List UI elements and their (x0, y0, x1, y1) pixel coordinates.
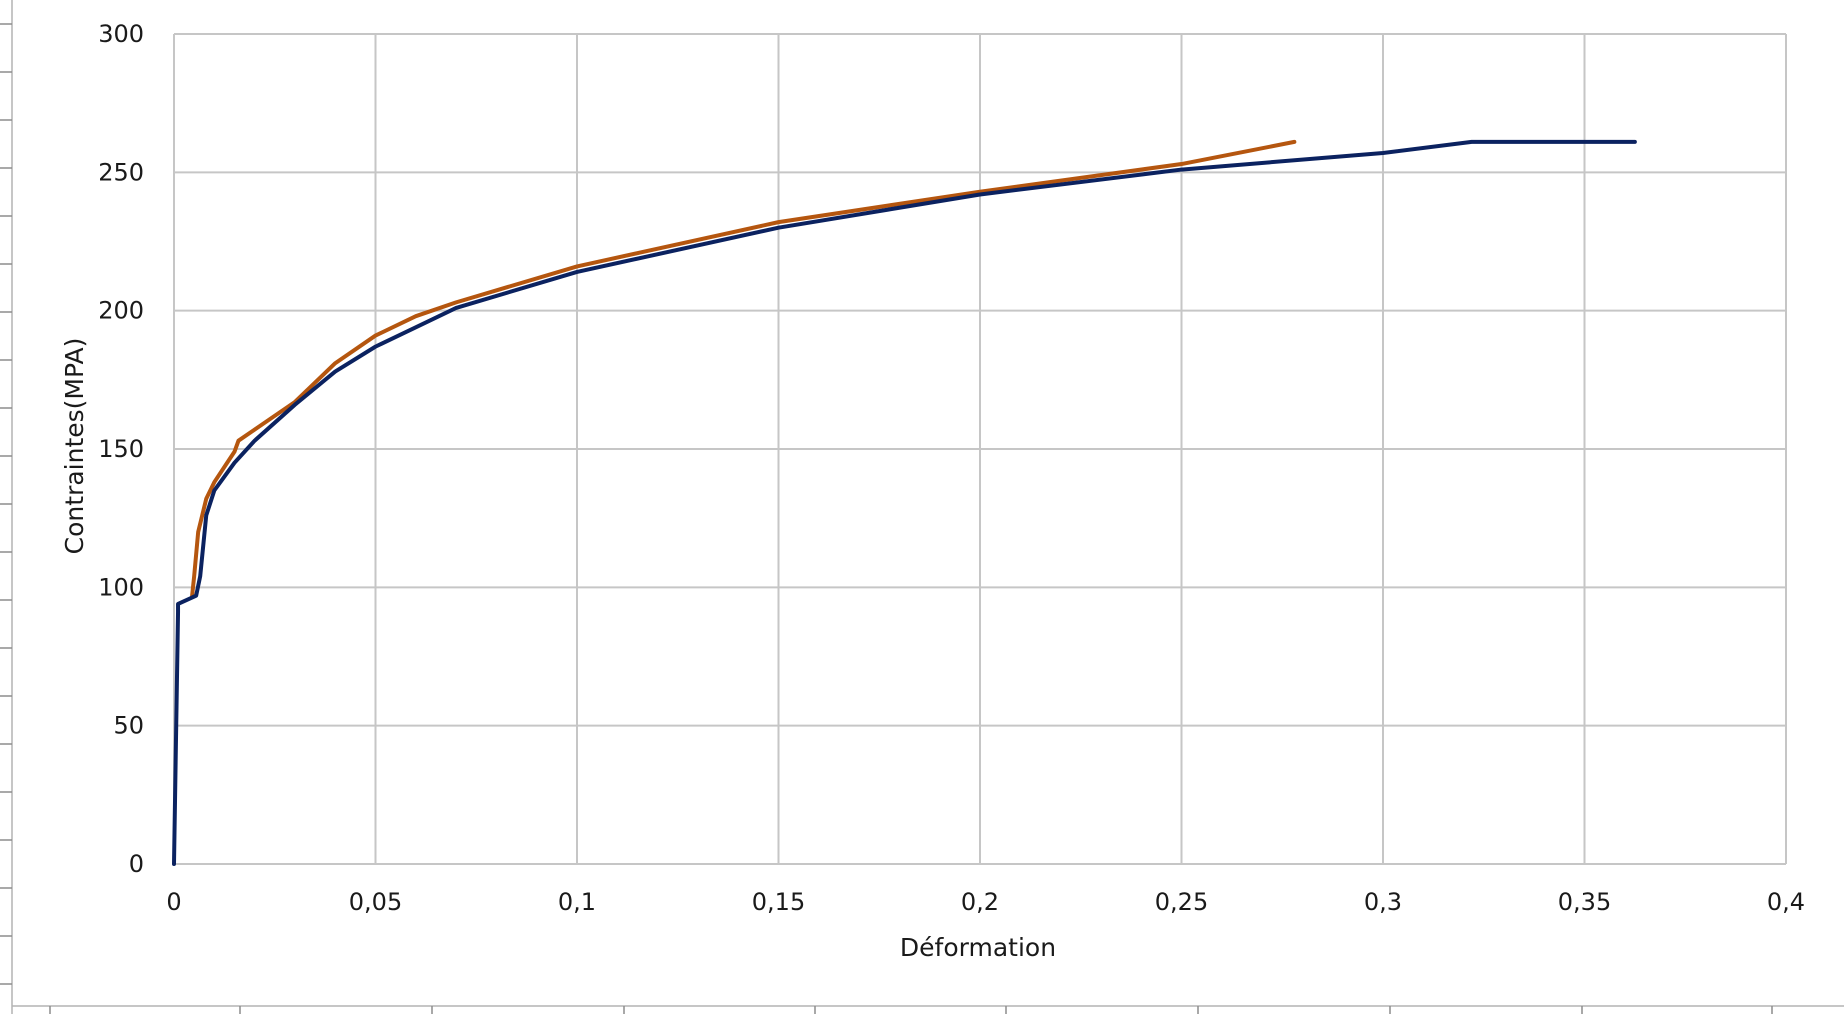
x-tick-label: 0,35 (1558, 888, 1611, 916)
gridlines (173, 33, 1787, 865)
y-tick-label: 250 (98, 158, 144, 186)
y-tick-label: 150 (98, 435, 144, 463)
x-axis-title: Déformation (900, 933, 1056, 962)
x-tick-label: 0,2 (961, 888, 999, 916)
series-line-1 (172, 139, 1637, 866)
x-axis-tick-labels: 0 0,05 0,1 0,15 0,2 0,25 0,3 0,35 0,4 (166, 888, 1805, 916)
x-tick-label: 0 (166, 888, 181, 916)
series-layer (172, 139, 1637, 866)
y-tick-label: 0 (129, 850, 144, 878)
y-axis-tick-labels: 0 50 100 150 200 250 300 (98, 20, 144, 878)
y-axis-title: Contraintes(MPA) (60, 338, 89, 555)
x-tick-label: 0,3 (1364, 888, 1402, 916)
x-tick-label: 0,4 (1767, 888, 1805, 916)
x-tick-label: 0,15 (752, 888, 805, 916)
x-tick-label: 0,1 (558, 888, 596, 916)
x-tick-label: 0,05 (349, 888, 402, 916)
y-tick-label: 50 (113, 712, 144, 740)
y-tick-label: 300 (98, 20, 144, 48)
series-line-2 (190, 139, 1297, 598)
y-tick-label: 100 (98, 573, 144, 601)
y-tick-label: 200 (98, 297, 144, 325)
x-tick-label: 0,25 (1155, 888, 1208, 916)
